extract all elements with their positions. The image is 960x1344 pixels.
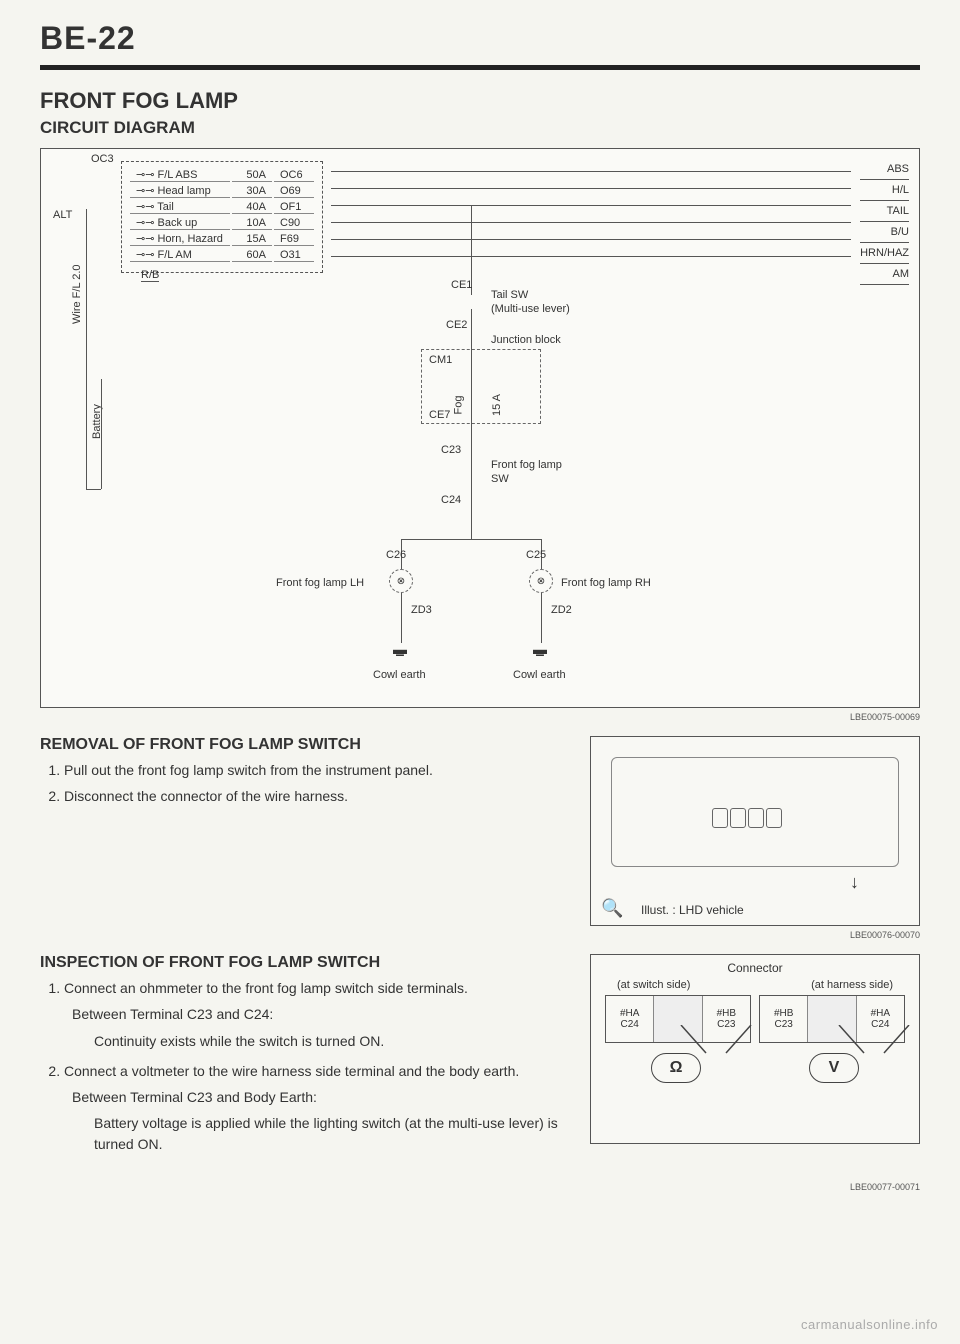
right-bus-labels: ABS H/L TAIL B/U HRN/HAZ AM [860,161,909,287]
fig-num-diagram: LBE00075-00069 [40,712,920,722]
connector-title: Connector [597,961,913,975]
label-alt: ALT [53,209,72,221]
bus-label: ABS [860,161,909,180]
connector-illustration: Connector (at switch side) (at harness s… [590,954,920,1144]
bus-label: B/U [860,224,909,243]
inspection-step-1: Connect an ohmmeter to the front fog lam… [64,978,576,998]
bus-label: H/L [860,182,909,201]
inspection-section: INSPECTION OF FRONT FOG LAMP SWITCH Conn… [40,954,576,1160]
main-title: FRONT FOG LAMP [40,88,920,114]
inspection-heading: INSPECTION OF FRONT FOG LAMP SWITCH [40,954,576,972]
bus-label: AM [860,266,909,285]
fuse-row: ⊸⊸ Tail40AOF1 [130,200,314,214]
magnifier-icon: 🔍 [601,898,623,919]
fuse-box: ⊸⊸ F/L ABS50AOC6 ⊸⊸ Head lamp30AO69 ⊸⊸ Tai… [121,161,323,273]
fuse-row: ⊸⊸ Head lamp30AO69 [130,184,314,198]
label-junction: Junction block [491,334,561,346]
label-zd3: ZD3 [411,604,432,616]
removal-illustration: ↓ 🔍 Illust. : LHD vehicle [590,736,920,926]
removal-section: REMOVAL OF FRONT FOG LAMP SWITCH Pull ou… [40,736,576,908]
label-ce2: CE2 [446,319,467,331]
circuit-diagram: OC3 ALT ⊸⊸ F/L ABS50AOC6 ⊸⊸ Head lamp30AO… [40,148,920,708]
label-wire: Wire F/L 2.0 [71,265,83,325]
fig-num-removal: LBE00076-00070 [40,930,920,940]
subtitle: CIRCUIT DIAGRAM [40,118,920,138]
fuse-row: ⊸⊸ F/L AM60AO31 [130,248,314,262]
fig-num-inspection: LBE00077-00071 [40,1182,920,1192]
label-oc3: OC3 [91,153,114,165]
removal-step-1: Pull out the front fog lamp switch from … [64,760,576,780]
watermark: carmanualsonline.info [801,1317,938,1332]
label-c26: C26 [386,549,406,561]
page-number: BE-22 [40,20,920,70]
fuse-row: ⊸⊸ Back up10AC90 [130,216,314,230]
label-rb: R/B [141,269,159,282]
label-c24: C24 [441,494,461,506]
label-ce7: CE7 [429,409,450,421]
bus-label: HRN/HAZ [860,245,909,264]
connector-right-side: (at harness side) [811,979,893,991]
connector-left-side: (at switch side) [617,979,690,991]
inspection-step2-sub1: Between Terminal C23 and Body Earth: [40,1087,576,1107]
label-c25: C25 [526,549,546,561]
voltmeter-icon: V [809,1053,859,1083]
bus-label: TAIL [860,203,909,222]
label-cowl-earth-r: Cowl earth [513,669,566,681]
fuse-row: ⊸⊸ Horn, Hazard15AF69 [130,232,314,246]
label-lamp-rh: Front fog lamp RH [561,577,651,589]
label-tail-sw: Tail SW [491,289,528,301]
label-lamp-lh: Front fog lamp LH [276,577,364,589]
label-fog: Fog [452,396,464,415]
removal-step-2: Disconnect the connector of the wire har… [64,786,576,806]
label-sw: SW [491,473,509,485]
ohmmeter-icon: Ω [651,1053,701,1083]
label-fog-lamp-sw: Front fog lamp [491,459,562,471]
label-multi-use: (Multi-use lever) [491,303,570,315]
inspection-step1-sub2: Continuity exists while the switch is tu… [40,1031,576,1051]
label-15a: 15 A [491,394,503,416]
illust-caption: Illust. : LHD vehicle [641,903,744,917]
arrow-icon: ↓ [850,872,859,893]
label-c23: C23 [441,444,461,456]
label-cowl-earth-l: Cowl earth [373,669,426,681]
removal-heading: REMOVAL OF FRONT FOG LAMP SWITCH [40,736,576,754]
label-ce1: CE1 [451,279,472,291]
label-cm1: CM1 [429,354,452,366]
inspection-step2-sub2: Battery voltage is applied while the lig… [40,1113,576,1154]
label-zd2: ZD2 [551,604,572,616]
inspection-step-2: Connect a voltmeter to the wire harness … [64,1061,576,1081]
fuse-row: ⊸⊸ F/L ABS50AOC6 [130,168,314,182]
inspection-step1-sub1: Between Terminal C23 and C24: [40,1004,576,1024]
